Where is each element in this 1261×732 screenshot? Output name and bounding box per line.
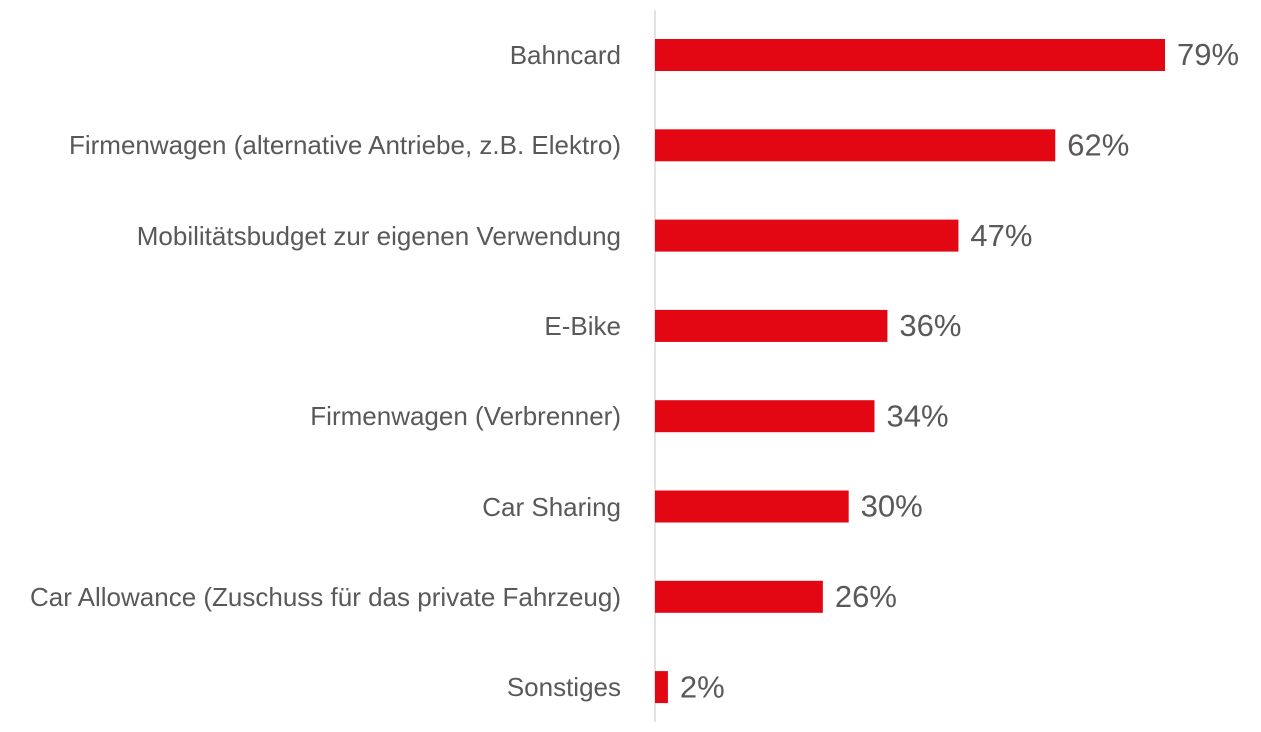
category-label: Car Allowance (Zuschuss für das private … <box>29 581 621 612</box>
category-label: Firmenwagen (alternative Antriebe, z.B. … <box>68 130 621 161</box>
category-label: Bahncard <box>509 40 621 70</box>
category-label-box: Firmenwagen (Verbrenner) <box>1 371 621 461</box>
category-label-box: Mobilitätsbudget zur eigenen Verwendung <box>1 191 621 281</box>
category-label-box: Bahncard <box>1 10 621 100</box>
bar <box>655 400 875 433</box>
category-label: Sonstiges <box>506 672 621 703</box>
bar <box>655 39 1166 71</box>
category-label-box: Car Sharing <box>1 462 621 552</box>
category-label-box: E-Bike <box>1 281 621 371</box>
bar <box>655 490 849 523</box>
bar <box>655 309 888 342</box>
value-label: 26% <box>835 579 897 614</box>
bar <box>655 219 959 252</box>
value-label: 30% <box>861 489 923 524</box>
bar <box>655 129 1056 162</box>
bar <box>655 580 823 613</box>
value-label: 79% <box>1177 37 1239 72</box>
category-label: Mobilitätsbudget zur eigenen Verwendung <box>136 220 621 251</box>
value-label: 36% <box>899 308 961 343</box>
category-label-box: Firmenwagen (alternative Antriebe, z.B. … <box>1 100 621 190</box>
value-label: 62% <box>1067 127 1129 162</box>
value-label: 2% <box>680 669 725 704</box>
category-label-box: Car Allowance (Zuschuss für das private … <box>1 552 621 642</box>
category-label: Car Sharing <box>482 491 621 522</box>
category-label: E-Bike <box>544 310 621 341</box>
value-label: 47% <box>970 218 1032 253</box>
category-label-box: Sonstiges <box>1 642 621 732</box>
bar <box>655 671 668 704</box>
value-label: 34% <box>887 398 949 433</box>
category-label: Firmenwagen (Verbrenner) <box>310 401 621 432</box>
